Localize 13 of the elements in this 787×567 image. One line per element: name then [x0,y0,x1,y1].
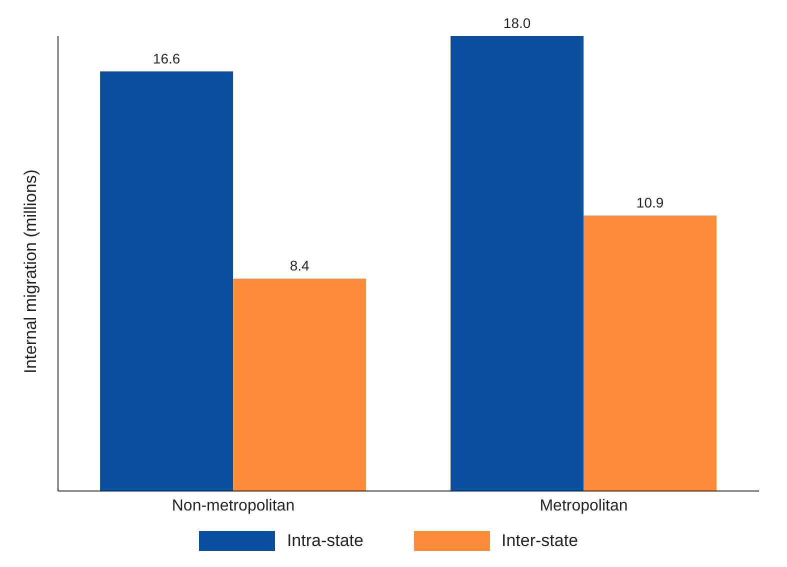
data-label: 18.0 [503,15,531,31]
bar [450,36,584,491]
legend-label: Intra-state [286,531,364,551]
legend-label: Inter-state [502,531,578,551]
bar [100,71,234,491]
y-axis-title: Internal migration (millions) [21,169,40,374]
data-label: 16.6 [152,50,180,66]
x-tick-label: Metropolitan [540,497,628,514]
bar [233,278,366,491]
bar [584,215,717,491]
x-tick-label: Non-metropolitan [172,497,295,514]
data-label: 8.4 [290,258,310,274]
data-label: 10.9 [636,194,664,210]
